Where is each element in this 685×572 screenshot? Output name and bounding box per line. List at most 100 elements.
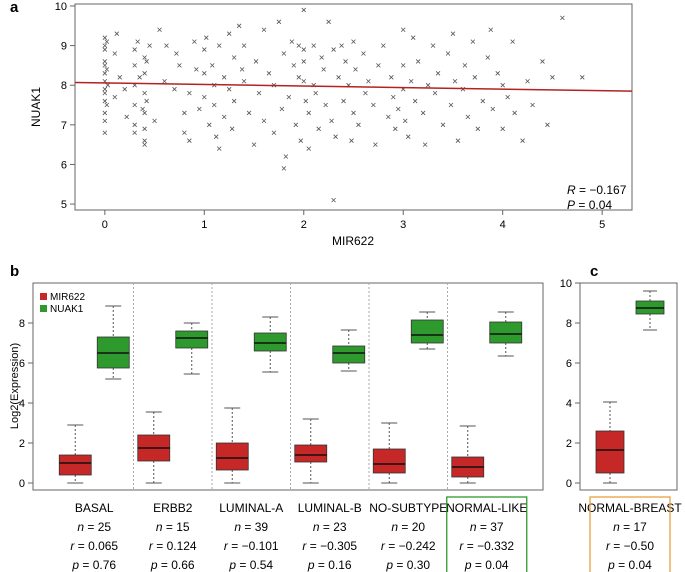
scatter-point [470,39,476,44]
scatter-point [339,43,344,48]
group-r-value: = −0.242 [385,539,436,553]
boxplot-groups-b: 0 2 4 6 8 [19,283,523,490]
scatter-point [104,67,110,72]
scatter-point [226,86,232,92]
scatter-point [271,130,277,136]
scatter-point [231,98,237,104]
group-r: r = −0.50 [606,539,654,553]
scatter-point [560,15,565,21]
scatter-point [221,75,227,80]
scatter-point [341,98,346,104]
scatter-point [202,94,207,100]
group-n: n = 20 [391,520,425,534]
group-name: ERBB2 [153,501,193,515]
p-annotation-label: P [567,198,575,212]
box-nuak1 [332,345,366,364]
group-n: n = 17 [613,520,647,534]
scatter-point [525,78,530,84]
y-tick-label: 0 [19,478,25,490]
group-r-label: r [606,539,611,553]
scatter-point [112,51,118,56]
group-r: r = −0.305 [302,539,357,553]
scatter-point [102,35,108,40]
scatter-point [400,63,406,68]
y-tick-label: 8 [19,318,25,330]
scatter-point [488,27,494,33]
scatter-point [462,63,468,68]
scatter-point [363,90,368,96]
scatter-point [132,122,137,128]
scatter-point [329,118,334,124]
scatter-point [490,106,496,112]
scatter-point [102,63,108,68]
group-name: BASAL [75,501,114,515]
legend-swatch-nuak1 [40,305,47,312]
group-n: n = 23 [313,520,347,534]
boxplot-groups-c: 0 2 4 6 8 10 [560,278,665,490]
scatter-point [102,59,108,64]
box-nuak1 [253,332,287,352]
scatter-point [351,110,356,116]
group-name: LUMINAL-B [298,501,362,515]
group-p: p = 0.66 [150,558,195,572]
group-r-value: = 0.065 [74,539,118,553]
scatter-point [114,31,120,36]
box-nuak1 [489,321,523,344]
x-tick-label: 3 [400,219,406,231]
y-tick-label: 5 [61,199,67,211]
r-annotation-value: = −0.167 [579,183,627,197]
scatter-point [152,118,157,124]
boxplot-frame-b [32,282,544,491]
y-tick-label: 8 [61,80,67,92]
scatter-point [303,98,309,104]
group-r-label: r [149,539,154,553]
scatter-point [313,90,318,96]
scatter-point [132,102,137,108]
scatter-point [104,102,110,108]
scatter-point [520,138,525,143]
legend-label-mir622: MIR622 [50,292,85,303]
group-n-value: = 23 [320,520,347,534]
group-r-label: r [381,539,386,553]
scatter-point [432,90,438,96]
group-p: p = 0.16 [307,558,352,572]
scatter-point [530,102,535,108]
scatter-point [279,106,285,112]
scatter-axes: 0 1 2 3 4 5 5 6 7 8 9 10 [55,1,605,231]
box-mir622 [372,448,406,474]
scatter-point [142,71,147,76]
x-tick-label: 4 [500,219,506,231]
scatter-point [142,142,147,147]
group-p: p = 0.04 [464,558,509,572]
scatter-point [371,102,376,108]
scatter-point [102,86,108,92]
scatter-point [440,122,446,128]
scatter-point [316,126,321,132]
group-p-label: p [607,558,615,572]
group-n-value: = 25 [84,520,111,534]
y-axis-label: NUAK1 [29,87,43,127]
scatter-point [135,39,140,44]
scatter-point [182,130,187,136]
group-r: r = −0.101 [224,539,279,553]
scatter-point [351,39,356,44]
y-tick-label: 9 [61,41,67,53]
group-r: r = −0.332 [459,539,514,553]
panel-label-c: c [590,263,598,280]
group-r-label: r [224,539,229,553]
x-tick-label: 0 [102,219,108,231]
scatter-point [510,39,515,44]
scatter-point [102,90,108,96]
group-r: r = −0.242 [381,539,436,553]
box-nuak1 [175,330,209,349]
scatter-point [177,63,182,68]
scatter-point [241,43,247,48]
scatter-point [321,67,326,72]
group-n-value: = 20 [398,520,425,534]
group-n-label: n [234,520,241,534]
scatter-point [505,94,510,100]
r-annotation-label: R [567,183,576,197]
scatter-point [105,82,111,88]
scatter-point [333,134,338,139]
legend-label-nuak1: NUAK1 [50,304,84,315]
